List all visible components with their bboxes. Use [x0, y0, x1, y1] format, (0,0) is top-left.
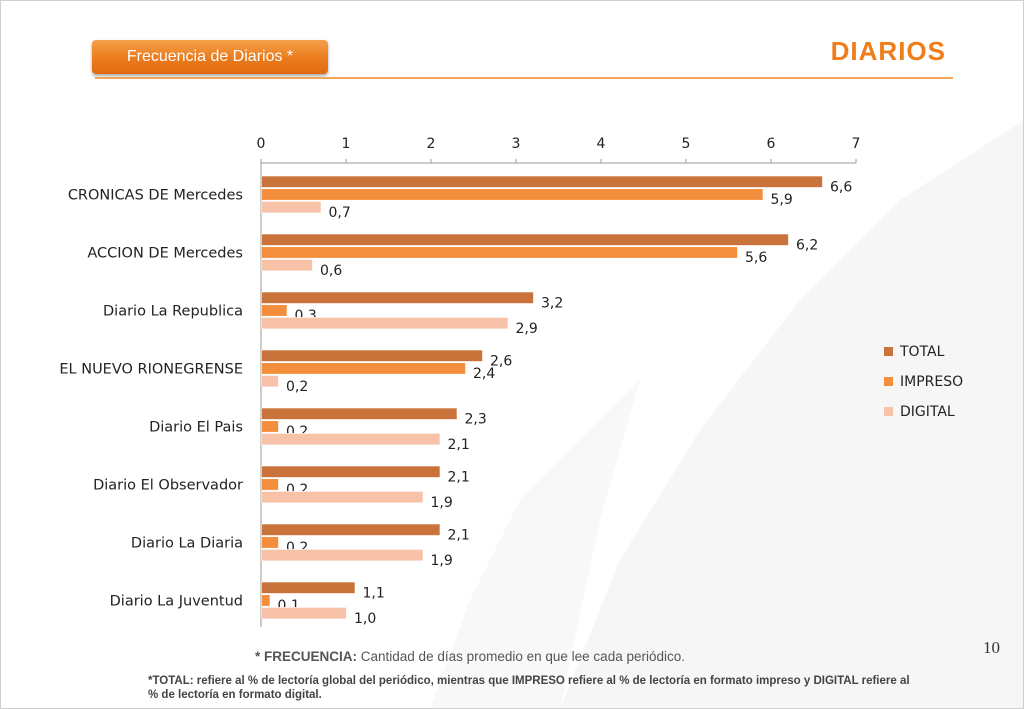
data-label-digital: 1,9 [431, 553, 453, 569]
data-label-digital: 2,1 [448, 437, 470, 453]
footnote-label: * FRECUENCIA: [255, 649, 358, 664]
data-label-impreso: 2,4 [473, 366, 495, 382]
category-label: Diario La Republica [103, 303, 243, 319]
x-tick-label: 1 [342, 136, 351, 152]
data-label-total: 2,1 [448, 470, 470, 486]
bar-total [261, 523, 441, 536]
x-tick-label: 5 [682, 136, 691, 152]
x-tick-label: 3 [512, 136, 521, 152]
data-label-total: 3,2 [541, 296, 563, 312]
bar-impreso [261, 188, 764, 201]
total-note: *TOTAL: refiere al % de lectoría global … [148, 675, 910, 701]
x-tick-label: 0 [257, 136, 266, 152]
x-tick-label: 4 [597, 136, 606, 152]
data-label-digital: 2,9 [516, 321, 538, 337]
bar-total [261, 291, 534, 304]
data-label-digital: 0,6 [320, 263, 342, 279]
bar-digital [261, 433, 441, 446]
bar-digital [261, 317, 509, 330]
bar-total [261, 349, 483, 362]
data-label-total: 2,3 [465, 412, 487, 428]
legend-swatch-total [884, 347, 893, 356]
bar-total [261, 465, 441, 478]
header-badge-label: Frecuencia de Diarios * [126, 48, 294, 65]
data-label-impreso: 5,6 [745, 250, 767, 266]
data-label-digital: 1,0 [354, 611, 376, 627]
data-label-total: 2,1 [448, 528, 470, 544]
bar-impreso [261, 362, 466, 375]
legend-swatch-digital [884, 407, 893, 416]
header-badge: Frecuencia de Diarios * [92, 40, 328, 74]
bar-digital [261, 201, 322, 214]
x-tick-label: 2 [427, 136, 436, 152]
page-number: 10 [983, 638, 1000, 657]
footnote: * FRECUENCIA: Cantidad de días promedio … [255, 649, 685, 664]
category-label: Diario El Pais [149, 419, 243, 435]
data-label-total: 6,2 [796, 238, 818, 254]
bar-digital [261, 549, 424, 562]
bar-digital [261, 491, 424, 504]
bar-total [261, 175, 823, 188]
category-label: ACCION DE Mercedes [87, 245, 243, 261]
category-label: Diario La Juventud [110, 593, 243, 609]
x-tick-label: 6 [767, 136, 776, 152]
bar-digital [261, 607, 347, 620]
bar-total [261, 407, 458, 420]
bar-impreso [261, 420, 279, 433]
data-label-total: 1,1 [363, 586, 385, 602]
bar-impreso [261, 594, 271, 607]
data-label-impreso: 5,9 [771, 192, 793, 208]
x-tick-label: 7 [852, 136, 861, 152]
legend-label-digital: DIGITAL [900, 404, 955, 420]
bar-digital [261, 375, 279, 388]
bar-impreso [261, 304, 288, 317]
bar-impreso [261, 246, 738, 259]
data-label-digital: 0,2 [286, 379, 308, 395]
data-label-digital: 0,7 [329, 205, 351, 221]
data-label-total: 2,6 [490, 354, 512, 370]
data-label-total: 6,6 [830, 180, 852, 196]
bar-total [261, 581, 356, 594]
bar-impreso [261, 536, 279, 549]
category-label: CRONICAS DE Mercedes [68, 187, 243, 203]
legend-label-total: TOTAL [899, 344, 945, 360]
bar-total [261, 233, 789, 246]
title-divider [95, 77, 953, 79]
legend-label-impreso: IMPRESO [900, 374, 963, 390]
bar-impreso [261, 478, 279, 491]
data-label-digital: 1,9 [431, 495, 453, 511]
category-label: Diario El Observador [93, 477, 243, 493]
footnote-text: Cantidad de días promedio en que lee cad… [357, 649, 685, 664]
bar-digital [261, 259, 313, 272]
legend-swatch-impreso [884, 377, 893, 386]
category-label: EL NUEVO RIONEGRENSE [59, 361, 243, 377]
category-label: Diario La Diaria [131, 535, 243, 551]
page-title: DIARIOS [830, 36, 946, 66]
